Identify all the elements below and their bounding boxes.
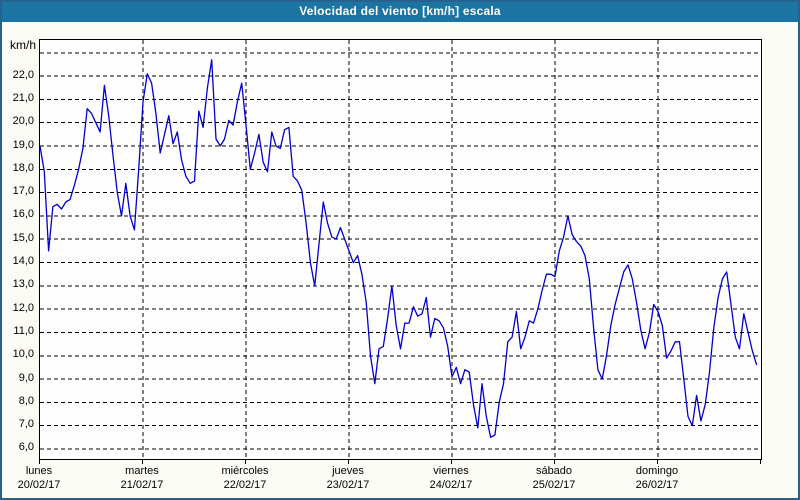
x-axis-tick bbox=[657, 460, 658, 464]
plot-area bbox=[39, 39, 762, 460]
x-day-name: viernes bbox=[433, 465, 469, 477]
title-bar: Velocidad del viento [km/h] escala bbox=[0, 0, 800, 22]
y-tick-label: 6,0 bbox=[18, 441, 34, 454]
y-tick-label: 15,0 bbox=[12, 231, 34, 244]
y-axis-unit-label: km/h bbox=[10, 38, 37, 52]
x-day-date: 23/02/17 bbox=[326, 479, 370, 491]
x-day-date: 24/02/17 bbox=[429, 479, 473, 491]
x-day-label: martes 21/02/17 bbox=[121, 464, 164, 492]
y-tick-label: 11,0 bbox=[13, 324, 34, 337]
x-day-label: sábado 25/02/17 bbox=[533, 464, 576, 492]
y-tick-label: 17,0 bbox=[12, 185, 34, 198]
x-day-label: viernes 24/02/17 bbox=[430, 464, 473, 492]
x-day-label: jueves 23/02/17 bbox=[327, 464, 370, 492]
x-axis-tick bbox=[348, 460, 349, 464]
plot-svg bbox=[40, 40, 761, 459]
x-day-name: sábado bbox=[535, 465, 573, 477]
y-tick-label: 16,0 bbox=[12, 208, 34, 221]
y-tick-label: 22,0 bbox=[12, 68, 34, 81]
x-day-date: 26/02/17 bbox=[635, 479, 679, 491]
y-tick-label: 7,0 bbox=[18, 418, 34, 431]
y-tick-label: 12,0 bbox=[12, 301, 34, 314]
y-tick-label: 20,0 bbox=[12, 115, 34, 128]
x-day-label: lunes 20/02/17 bbox=[18, 464, 61, 492]
x-axis-tick bbox=[760, 460, 761, 464]
x-day-name: lunes bbox=[25, 465, 53, 477]
x-day-name: domingo bbox=[635, 465, 679, 477]
x-day-label: miércoles 22/02/17 bbox=[221, 464, 268, 492]
x-axis-tick bbox=[142, 460, 143, 464]
y-tick-label: 10,0 bbox=[12, 348, 34, 361]
x-day-date: 22/02/17 bbox=[223, 479, 267, 491]
y-tick-label: 13,0 bbox=[12, 278, 34, 291]
y-tick-label: 19,0 bbox=[12, 138, 34, 151]
x-day-date: 21/02/17 bbox=[120, 479, 164, 491]
x-day-date: 25/02/17 bbox=[532, 479, 576, 491]
y-tick-label: 18,0 bbox=[12, 161, 34, 174]
x-day-name: martes bbox=[125, 465, 159, 477]
y-tick-label: 21,0 bbox=[12, 91, 34, 104]
x-day-date: 20/02/17 bbox=[17, 479, 61, 491]
x-axis-tick bbox=[554, 460, 555, 464]
y-tick-label: 8,0 bbox=[18, 394, 34, 407]
x-day-label: domingo 26/02/17 bbox=[636, 464, 679, 492]
y-tick-label: 9,0 bbox=[18, 371, 34, 384]
x-day-name: miércoles bbox=[221, 465, 269, 477]
x-day-name: jueves bbox=[332, 465, 364, 477]
y-tick-label: 14,0 bbox=[12, 255, 34, 268]
x-axis-tick bbox=[245, 460, 246, 464]
x-axis-tick bbox=[39, 460, 40, 464]
x-axis-tick bbox=[451, 460, 452, 464]
